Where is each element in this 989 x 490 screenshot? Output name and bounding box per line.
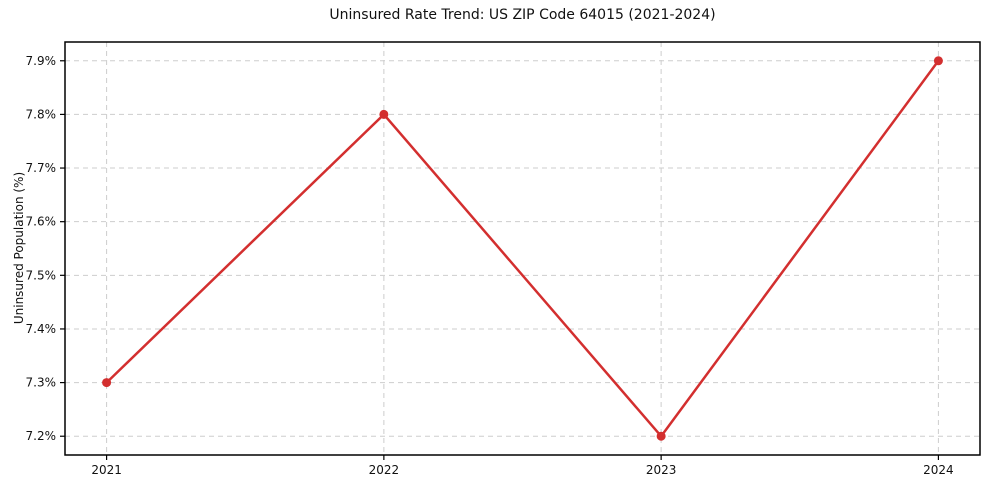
plot-border bbox=[64, 41, 981, 456]
y-tick-label: 7.6% bbox=[26, 215, 57, 229]
chart-title: Uninsured Rate Trend: US ZIP Code 64015 … bbox=[329, 7, 716, 23]
x-tick-label: 2022 bbox=[369, 463, 400, 477]
x-tick-label: 2024 bbox=[923, 463, 954, 477]
trend-line bbox=[105, 59, 940, 438]
y-tick-label: 7.3% bbox=[26, 376, 57, 390]
y-tick-label: 7.9% bbox=[26, 54, 57, 68]
y-tick-label: 7.8% bbox=[26, 107, 57, 121]
y-tick-label: 7.5% bbox=[26, 268, 57, 282]
data-point-marker bbox=[656, 431, 666, 441]
data-point-marker bbox=[933, 56, 943, 66]
x-tick-label: 2021 bbox=[91, 463, 122, 477]
x-tick-label: 2023 bbox=[646, 463, 677, 477]
data-point-marker bbox=[379, 109, 389, 119]
y-tick-label: 7.7% bbox=[26, 161, 57, 175]
y-tick-label: 7.4% bbox=[26, 322, 57, 336]
y-tick-label: 7.2% bbox=[26, 429, 57, 443]
data-point-marker bbox=[102, 378, 112, 388]
